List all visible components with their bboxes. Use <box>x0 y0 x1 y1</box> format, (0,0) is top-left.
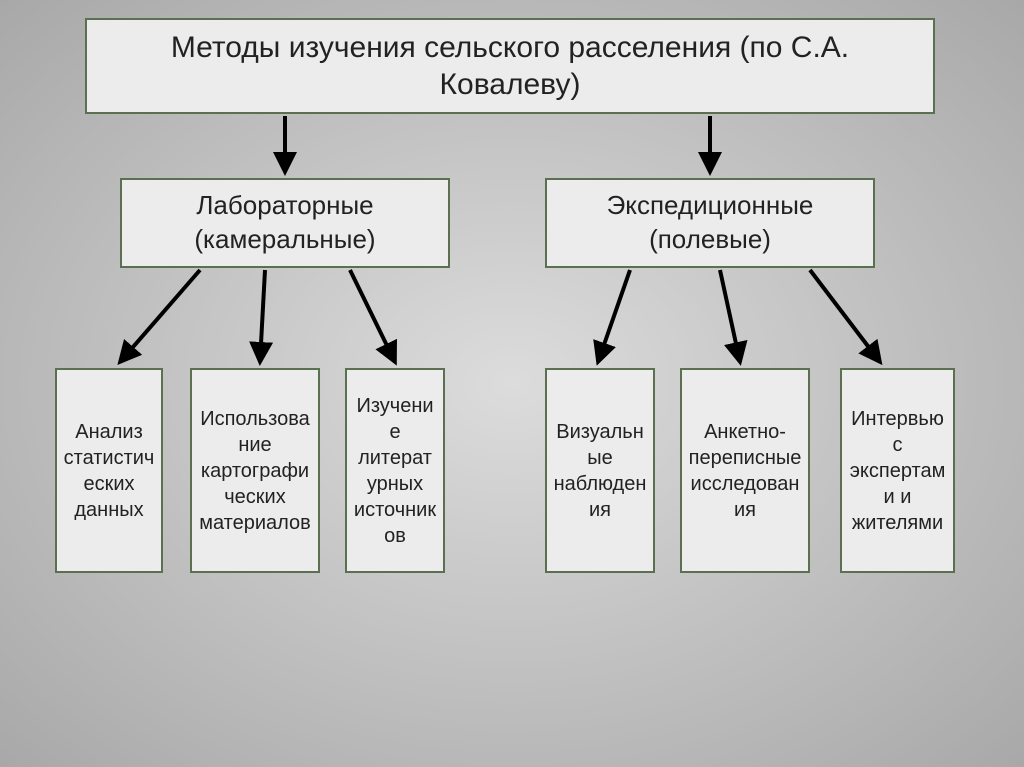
leaf-node-4: Визуальные наблюдения <box>545 368 655 573</box>
leaf-node-2: Использование картографических материало… <box>190 368 320 573</box>
lab-label: Лабораторные (камеральные) <box>134 189 436 257</box>
leaf-label: Интервью с экспертами и жителями <box>848 406 947 536</box>
leaf-label: Анализ статистических данных <box>63 419 155 523</box>
leaf-node-5: Анкетно-переписные исследования <box>680 368 810 573</box>
leaf-node-6: Интервью с экспертами и жителями <box>840 368 955 573</box>
exp-label: Экспедиционные (полевые) <box>559 189 861 257</box>
leaf-label: Использование картографических материало… <box>198 406 312 536</box>
leaf-label: Изучение литературных источников <box>353 393 437 549</box>
root-label: Методы изучения сельского расселения (по… <box>107 29 913 104</box>
leaf-node-1: Анализ статистических данных <box>55 368 163 573</box>
leaf-label: Анкетно-переписные исследования <box>688 419 802 523</box>
root-node: Методы изучения сельского расселения (по… <box>85 18 935 114</box>
leaf-node-3: Изучение литературных источников <box>345 368 445 573</box>
lab-node: Лабораторные (камеральные) <box>120 178 450 268</box>
exp-node: Экспедиционные (полевые) <box>545 178 875 268</box>
leaf-label: Визуальные наблюдения <box>553 419 647 523</box>
